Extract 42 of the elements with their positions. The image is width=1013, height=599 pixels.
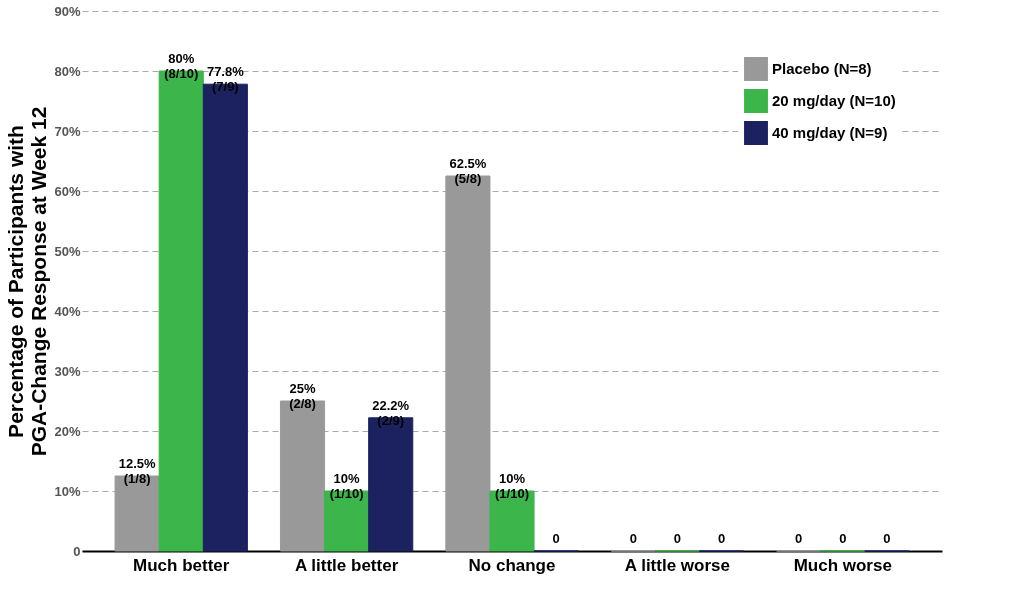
data-label: 0 [717,531,726,546]
bar [368,417,414,552]
x-tick-label: Much better [133,555,230,575]
x-tick-label: No change [468,555,556,575]
y-axis-title: Percentage of Participants with PGA-Change Response at Week 12 [4,106,51,457]
y-tick-label: 30% [54,363,81,379]
bar [158,70,204,552]
bar [114,475,160,552]
bar [489,490,535,552]
data-label: 0 [629,531,637,546]
legend-label: 40 mg/day (N=9) [772,124,888,141]
data-label: 10% (1/10) [329,471,364,501]
data-label: 0 [673,531,681,546]
y-tick-label: 10% [54,483,81,499]
data-label: 0 [552,531,560,546]
legend-label: 20 mg/day (N=10) [772,92,896,109]
y-tick-label: 70% [54,123,81,139]
data-label: 0 [839,531,847,546]
y-tick-label: 80% [54,63,81,79]
y-tick-label: 20% [54,423,81,439]
x-tick-label: A little worse [624,555,730,575]
data-label: 12.5% (1/8) [118,456,156,486]
x-tick-label: A little better [294,555,399,575]
bar [324,490,370,552]
data-label: 77.8% (7/9) [206,64,245,95]
data-label: 80% (8/10) [164,51,199,81]
y-tick-label: 90% [54,3,81,19]
data-label: 0 [883,531,891,546]
data-label: 10% (1/10) [495,471,529,501]
bar [445,175,491,552]
y-tick-label: 40% [54,303,81,319]
data-label: 22.2% (2/9) [372,397,410,428]
x-tick-label: Much worse [793,555,892,575]
bar [202,83,248,552]
data-label: 62.5% (5/8) [449,156,487,186]
data-label: 25% (2/8) [289,381,316,411]
legend-label: Placebo (N=8) [772,60,872,77]
data-label: 0 [795,531,803,546]
y-tick-label: 60% [54,183,81,199]
y-tick-label: 50% [54,243,81,259]
y-tick-label: 0 [73,543,81,559]
bar [279,400,326,552]
